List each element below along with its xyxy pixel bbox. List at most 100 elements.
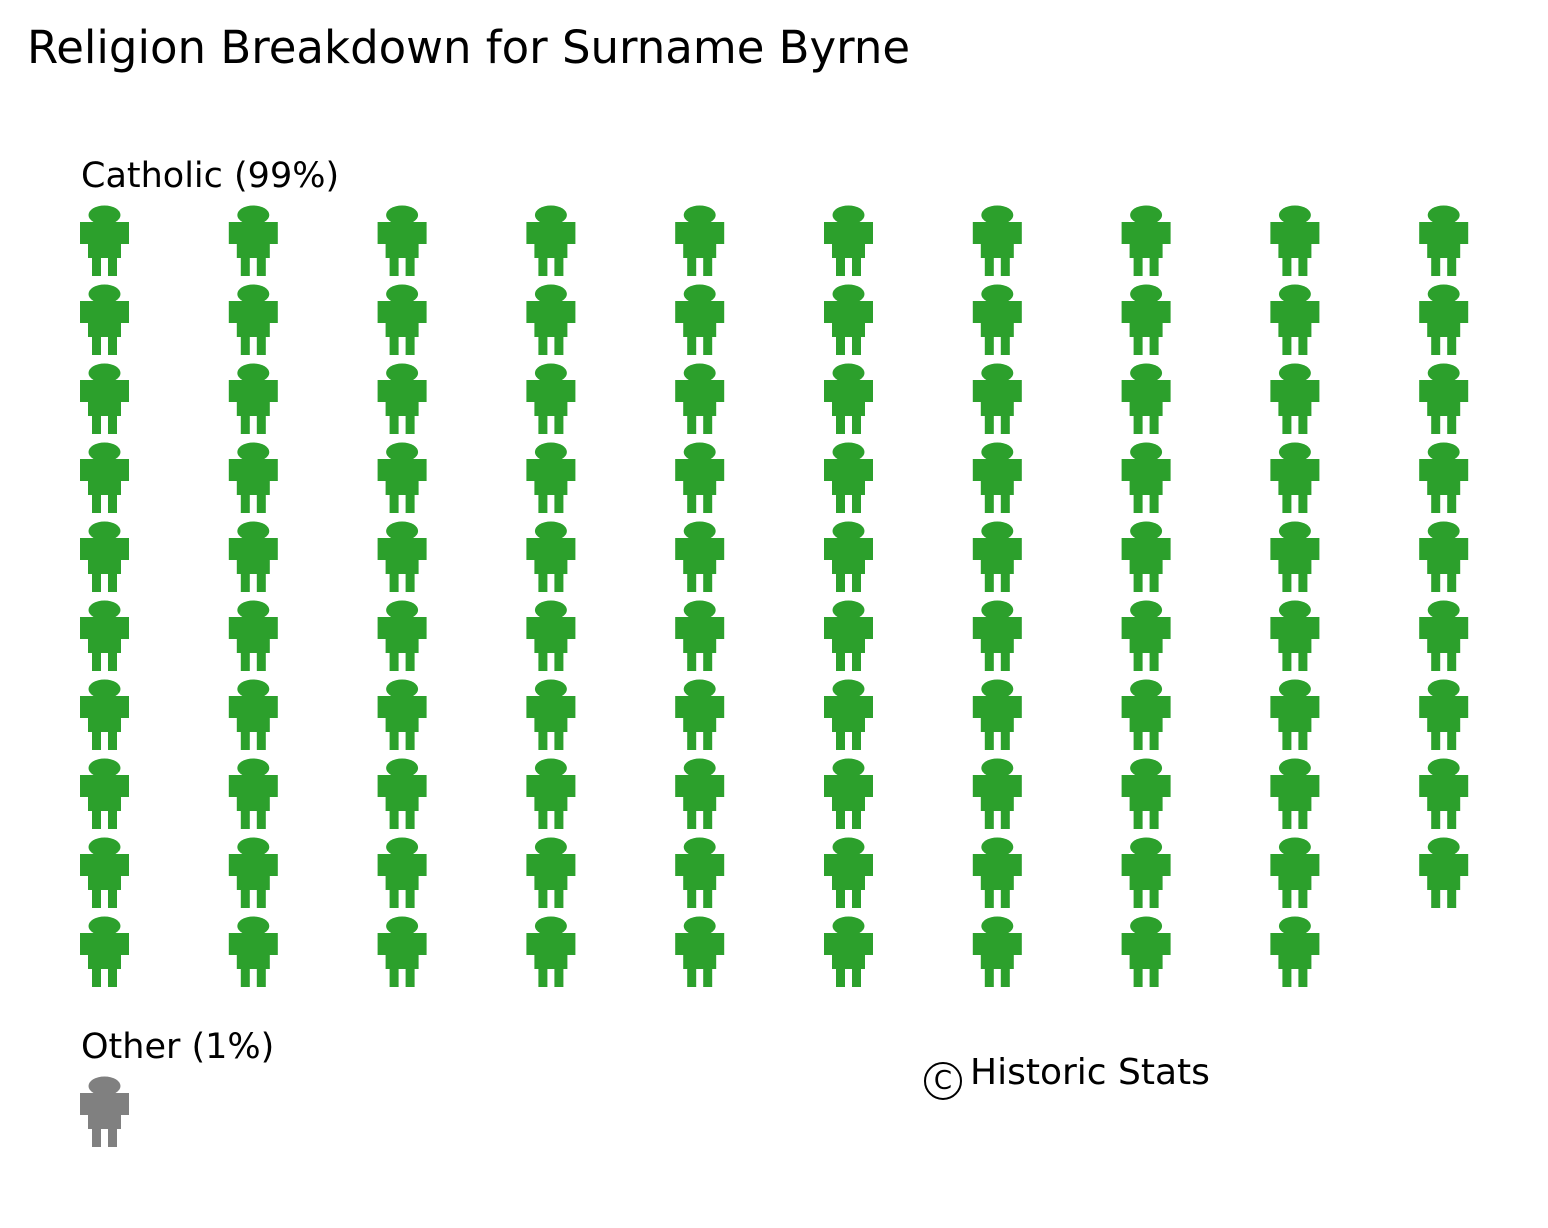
person-icon-catholic-1 (80, 205, 129, 276)
person-icon-catholic-10 (80, 916, 129, 987)
person-icon-catholic-38 (526, 758, 576, 829)
person-icon-catholic-96 (1419, 600, 1469, 671)
person-icon-catholic-68 (972, 758, 1022, 829)
person-icon-catholic-82 (1270, 284, 1320, 355)
person-icon-catholic-61 (972, 205, 1022, 276)
person-icon-catholic-53 (824, 363, 873, 434)
person-icon-catholic-22 (377, 284, 427, 355)
person-icon-catholic-59 (824, 837, 873, 908)
person-icon-catholic-72 (1121, 284, 1171, 355)
group-label-other: Other (1%) (81, 1027, 275, 1067)
person-icon-catholic-90 (1270, 916, 1320, 987)
person-icon-catholic-62 (972, 284, 1022, 355)
person-icon-catholic-48 (675, 758, 725, 829)
chart-title: Religion Breakdown for Surname Byrne (27, 21, 911, 74)
person-icon-catholic-3 (80, 363, 129, 434)
person-icon-catholic-88 (1270, 758, 1320, 829)
person-icon-catholic-2 (80, 284, 129, 355)
person-icon-catholic-17 (228, 679, 278, 750)
person-icon-catholic-66 (972, 600, 1022, 671)
person-icon-catholic-11 (228, 205, 278, 276)
person-icon-catholic-71 (1121, 205, 1171, 276)
person-icon-catholic-30 (377, 916, 427, 987)
person-icon-catholic-49 (675, 837, 725, 908)
person-icon-catholic-13 (228, 363, 278, 434)
person-icon-catholic-79 (1121, 837, 1171, 908)
person-icon-catholic-5 (80, 521, 129, 592)
copyright-icon: C (924, 1062, 962, 1100)
person-icon-catholic-42 (675, 284, 725, 355)
person-icon-catholic-28 (377, 758, 427, 829)
person-icon-catholic-23 (377, 363, 427, 434)
person-icon-catholic-46 (675, 600, 725, 671)
person-icon-catholic-92 (1419, 284, 1469, 355)
person-icon-catholic-67 (972, 679, 1022, 750)
person-icon-catholic-15 (228, 521, 278, 592)
person-icon-catholic-27 (377, 679, 427, 750)
person-icon-catholic-8 (80, 758, 129, 829)
person-icon-catholic-37 (526, 679, 576, 750)
group-label-catholic: Catholic (99%) (81, 156, 340, 196)
person-icon-catholic-39 (526, 837, 576, 908)
person-icon-catholic-45 (675, 521, 725, 592)
person-icon-catholic-97 (1419, 679, 1469, 750)
person-icon-catholic-25 (377, 521, 427, 592)
credit-label: Historic Stats (970, 1052, 1210, 1093)
person-icon-catholic-99 (1419, 837, 1469, 908)
person-icon-catholic-31 (526, 205, 576, 276)
person-icon-catholic-51 (824, 205, 873, 276)
person-icon-catholic-70 (972, 916, 1022, 987)
person-icon-catholic-24 (377, 442, 427, 513)
person-icon-catholic-77 (1121, 679, 1171, 750)
person-icon-catholic-69 (972, 837, 1022, 908)
person-icon-catholic-89 (1270, 837, 1320, 908)
person-icon-catholic-74 (1121, 442, 1171, 513)
person-icon-catholic-7 (80, 679, 129, 750)
person-icon-catholic-87 (1270, 679, 1320, 750)
person-icon-catholic-86 (1270, 600, 1320, 671)
person-icon-catholic-50 (675, 916, 725, 987)
person-icon-catholic-16 (228, 600, 278, 671)
person-icon-catholic-75 (1121, 521, 1171, 592)
person-icon-catholic-20 (228, 916, 278, 987)
person-icon-catholic-43 (675, 363, 725, 434)
person-icon-catholic-32 (526, 284, 576, 355)
person-icon-catholic-40 (526, 916, 576, 987)
person-icon-catholic-63 (972, 363, 1022, 434)
person-icon-catholic-84 (1270, 442, 1320, 513)
person-icon-catholic-98 (1419, 758, 1469, 829)
person-icon-catholic-21 (377, 205, 427, 276)
person-icon-catholic-12 (228, 284, 278, 355)
person-icon-catholic-47 (675, 679, 725, 750)
person-icon-catholic-19 (228, 837, 278, 908)
credit-text: C Historic Stats (924, 1050, 1210, 1100)
person-icon-catholic-36 (526, 600, 576, 671)
person-icon-catholic-73 (1121, 363, 1171, 434)
person-icon-catholic-4 (80, 442, 129, 513)
person-icon-catholic-93 (1419, 363, 1469, 434)
person-icon-catholic-58 (824, 758, 873, 829)
person-icon-catholic-9 (80, 837, 129, 908)
person-icon-catholic-41 (675, 205, 725, 276)
person-icon-catholic-78 (1121, 758, 1171, 829)
person-icon-catholic-14 (228, 442, 278, 513)
person-icon-catholic-52 (824, 284, 873, 355)
person-icon-catholic-18 (228, 758, 278, 829)
person-icon-catholic-91 (1419, 205, 1469, 276)
person-icon-catholic-85 (1270, 521, 1320, 592)
person-icon-catholic-83 (1270, 363, 1320, 434)
person-icon-catholic-35 (526, 521, 576, 592)
person-icon-catholic-57 (824, 679, 873, 750)
person-icon-catholic-6 (80, 600, 129, 671)
person-icon-catholic-29 (377, 837, 427, 908)
person-icon-catholic-80 (1121, 916, 1171, 987)
person-icon-catholic-76 (1121, 600, 1171, 671)
person-icon-catholic-26 (377, 600, 427, 671)
person-icon-catholic-54 (824, 442, 873, 513)
person-icon-catholic-56 (824, 600, 873, 671)
person-icon-catholic-44 (675, 442, 725, 513)
person-icon-catholic-81 (1270, 205, 1320, 276)
person-icon-catholic-64 (972, 442, 1022, 513)
person-icon-catholic-34 (526, 442, 576, 513)
